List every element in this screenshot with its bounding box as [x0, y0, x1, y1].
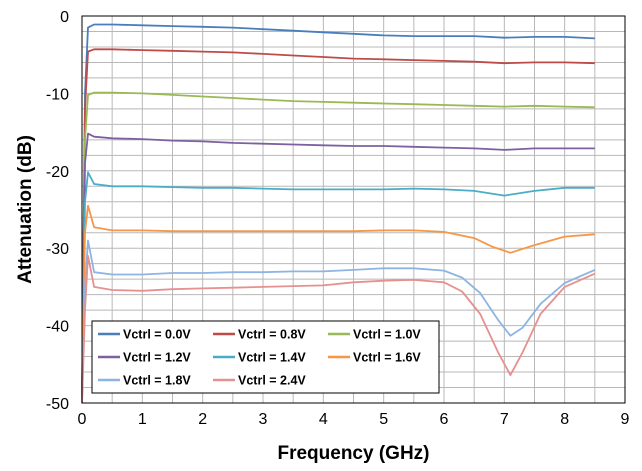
series-line-0 — [81, 23, 595, 404]
plot-border — [81, 15, 626, 404]
y-tick-labels: 0 -10 -20 -30 -40 -50 — [46, 9, 69, 413]
series-line-5 — [81, 204, 595, 404]
x-tick-label: 4 — [319, 411, 328, 428]
x-tick-label: 7 — [500, 411, 509, 428]
y-tick-label: 0 — [60, 9, 69, 26]
x-tick-label: 3 — [259, 411, 268, 428]
series-line-3 — [81, 132, 595, 404]
x-tick-label: 9 — [621, 411, 630, 428]
series-lines — [81, 23, 596, 404]
series-line-4 — [81, 171, 595, 404]
x-tick-label: 2 — [198, 411, 207, 428]
legend-box — [91, 320, 440, 394]
legend-label: Vctrl = 1.6V — [353, 351, 421, 365]
legend-label: Vctrl = 1.8V — [123, 374, 191, 388]
legend-label: Vctrl = 0.0V — [123, 328, 191, 342]
y-tick-label: -30 — [46, 241, 69, 258]
y-axis-title: Attenuation (dB) — [15, 135, 36, 284]
x-tick-labels: 0 1 2 3 4 5 6 7 8 9 — [78, 411, 630, 428]
x-axis-title: Frequency (GHz) — [277, 443, 429, 464]
legend-label: Vctrl = 2.4V — [238, 374, 306, 388]
series-line-7 — [81, 255, 596, 404]
y-tick-label: -40 — [46, 319, 69, 336]
series-line-2 — [81, 91, 595, 404]
legend-label: Vctrl = 1.0V — [353, 328, 421, 342]
legend-label: Vctrl = 1.2V — [123, 351, 191, 365]
y-tick-label: -10 — [46, 86, 69, 103]
x-tick-label: 5 — [379, 411, 388, 428]
legend: Vctrl = 0.0V Vctrl = 0.8V Vctrl = 1.0V Vctr… — [91, 320, 440, 394]
y-tick-label: -50 — [46, 396, 69, 413]
x-tick-label: 6 — [440, 411, 449, 428]
series-line-6 — [81, 239, 596, 404]
x-tick-label: 8 — [560, 411, 569, 428]
legend-label: Vctrl = 1.4V — [238, 351, 306, 365]
series-line-1 — [81, 48, 595, 404]
legend-label: Vctrl = 0.8V — [238, 328, 306, 342]
x-tick-label: 1 — [138, 411, 147, 428]
y-tick-label: -20 — [46, 164, 69, 181]
x-tick-label: 0 — [78, 411, 87, 428]
